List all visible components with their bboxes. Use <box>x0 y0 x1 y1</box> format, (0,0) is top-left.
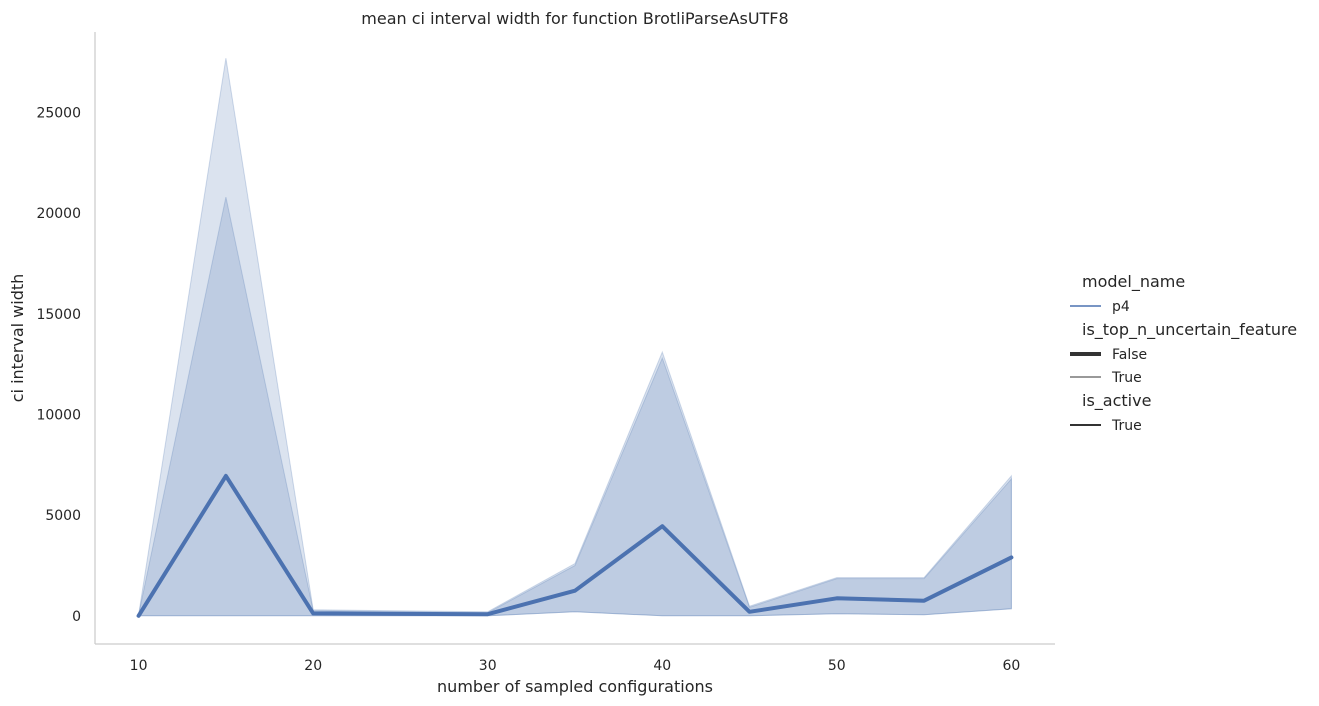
data-point <box>224 474 228 478</box>
x-tick-label: 20 <box>304 658 322 674</box>
data-point <box>137 614 141 618</box>
x-tick-label: 10 <box>130 658 148 674</box>
data-point <box>835 596 839 600</box>
legend-group-title: is_active <box>1082 391 1151 411</box>
confidence-band-1 <box>138 196 1012 617</box>
legend-entry-label: True <box>1111 370 1142 386</box>
x-axis-label: number of sampled configurations <box>437 677 713 696</box>
legend: model_name p4 is_top_n_uncertain_feature Fa… <box>1070 272 1297 434</box>
y-tick-label: 15000 <box>36 307 81 323</box>
y-tick-label: 20000 <box>36 206 81 222</box>
chart-title: mean ci interval width for function Brot… <box>361 9 788 28</box>
series-lines <box>136 473 1014 618</box>
legend-group-title: model_name <box>1082 272 1185 292</box>
data-point <box>922 599 926 603</box>
y-axis-label: ci interval width <box>8 274 27 403</box>
y-tick-label: 5000 <box>45 508 81 524</box>
legend-entry-label: True <box>1111 418 1142 434</box>
legend-entry-label: p4 <box>1112 299 1130 315</box>
y-tick-label: 0 <box>72 609 81 625</box>
y-ticks: 0 5000 10000 15000 20000 25000 <box>36 106 81 625</box>
legend-entry-label: False <box>1112 347 1147 363</box>
legend-group-title: is_top_n_uncertain_feature <box>1082 320 1297 340</box>
confidence-band-2 <box>138 58 1012 617</box>
data-point <box>573 589 577 593</box>
x-tick-label: 40 <box>653 658 671 674</box>
confidence-bands <box>138 58 1012 617</box>
x-tick-label: 30 <box>479 658 497 674</box>
data-point <box>1009 555 1013 559</box>
x-tick-label: 50 <box>828 658 846 674</box>
x-ticks: 10 20 30 40 50 60 <box>130 658 1021 674</box>
series-line-p4 <box>136 473 1014 618</box>
y-tick-label: 25000 <box>36 106 81 122</box>
data-point <box>486 612 490 616</box>
data-point <box>311 611 315 615</box>
y-tick-label: 10000 <box>36 408 81 424</box>
x-tick-label: 60 <box>1002 658 1020 674</box>
data-point <box>660 524 664 528</box>
data-point <box>748 610 752 614</box>
